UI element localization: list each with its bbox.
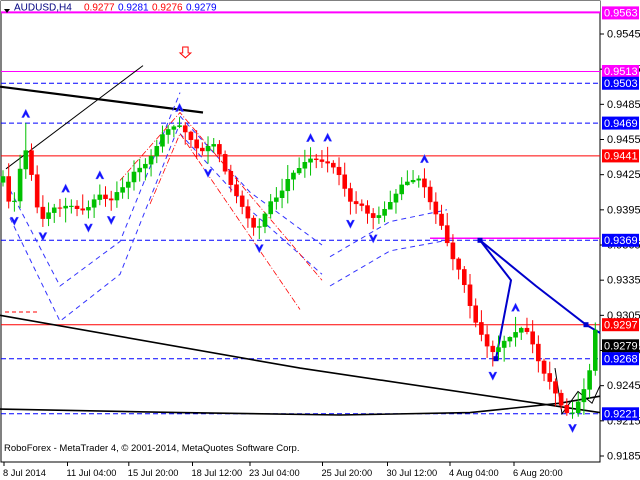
svg-text:0.9221: 0.9221: [604, 409, 638, 421]
svg-text:0.9185: 0.9185: [607, 451, 640, 463]
svg-text:0.9455: 0.9455: [607, 134, 640, 146]
svg-text:0.9503: 0.9503: [604, 78, 638, 90]
svg-text:RoboForex - MetaTrader 4, © 20: RoboForex - MetaTrader 4, © 2001-2014, M…: [4, 443, 299, 454]
svg-text:AUDUSD,H4: AUDUSD,H4: [14, 3, 72, 14]
svg-text:25 Jul 20:00: 25 Jul 20:00: [322, 468, 373, 478]
svg-text:0.9297: 0.9297: [604, 319, 638, 331]
svg-text:18 Jul 12:00: 18 Jul 12:00: [192, 468, 243, 478]
svg-text:0.9281: 0.9281: [118, 3, 149, 14]
svg-text:30 Jul 12:00: 30 Jul 12:00: [387, 468, 438, 478]
svg-text:0.9469: 0.9469: [604, 118, 638, 130]
svg-text:23 Jul 04:00: 23 Jul 04:00: [249, 468, 300, 478]
svg-text:0.9425: 0.9425: [607, 169, 640, 181]
svg-text:0.9485: 0.9485: [607, 99, 640, 111]
svg-text:0.9268: 0.9268: [604, 353, 638, 365]
svg-text:0.9277: 0.9277: [84, 3, 115, 14]
svg-text:0.9545: 0.9545: [607, 29, 640, 41]
svg-text:0.9369: 0.9369: [604, 235, 638, 247]
svg-text:0.9335: 0.9335: [607, 275, 640, 287]
svg-text:0.9513: 0.9513: [604, 66, 638, 78]
svg-text:0.9441: 0.9441: [604, 151, 638, 163]
svg-text:11 Jul 04:00: 11 Jul 04:00: [67, 468, 117, 478]
svg-text:0.9563: 0.9563: [604, 8, 638, 20]
svg-text:0.9279: 0.9279: [186, 3, 217, 14]
svg-text:4 Aug 04:00: 4 Aug 04:00: [449, 468, 499, 478]
svg-text:0.9276: 0.9276: [152, 3, 183, 14]
svg-text:8 Jul 2014: 8 Jul 2014: [3, 468, 46, 478]
svg-text:0.9279: 0.9279: [604, 341, 638, 353]
svg-text:0.9245: 0.9245: [607, 380, 640, 392]
svg-text:0.9395: 0.9395: [607, 204, 640, 216]
svg-text:15 Jul 20:00: 15 Jul 20:00: [128, 468, 179, 478]
svg-text:6 Aug 20:00: 6 Aug 20:00: [513, 468, 563, 478]
